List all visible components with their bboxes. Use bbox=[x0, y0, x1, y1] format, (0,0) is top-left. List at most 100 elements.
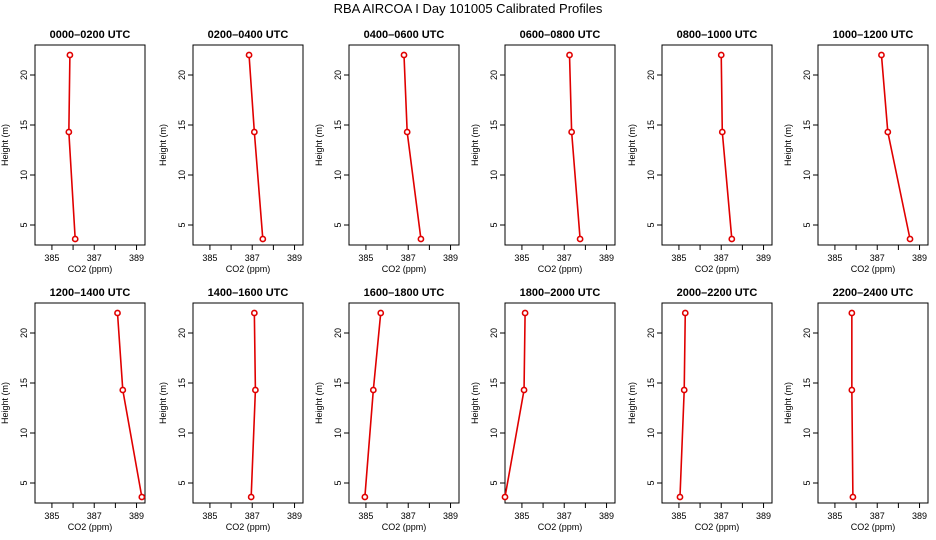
x-tick-label: 387 bbox=[87, 253, 102, 263]
plot-frame bbox=[817, 44, 929, 246]
y-tick-label: 10 bbox=[333, 428, 343, 438]
x-tick-label: 385 bbox=[358, 253, 373, 263]
data-point bbox=[259, 235, 267, 243]
x-tick-label: 385 bbox=[671, 253, 686, 263]
y-axis-label: Height (m) bbox=[314, 124, 324, 166]
y-axis-label: Height (m) bbox=[0, 382, 10, 424]
y-tick-label: 10 bbox=[177, 428, 187, 438]
y-tick-label: 20 bbox=[333, 328, 343, 338]
data-point bbox=[717, 51, 725, 59]
x-axis-label: CO2 (ppm) bbox=[538, 264, 583, 274]
y-tick-label: 10 bbox=[646, 170, 656, 180]
y-tick-label: 15 bbox=[802, 120, 812, 130]
x-axis-label: CO2 (ppm) bbox=[226, 522, 271, 532]
series-line bbox=[504, 312, 526, 498]
data-point bbox=[849, 493, 857, 501]
y-tick-label: 10 bbox=[19, 170, 29, 180]
y-tick-label: 20 bbox=[333, 70, 343, 80]
plot-frame bbox=[34, 44, 146, 246]
y-tick-label: 5 bbox=[802, 222, 812, 227]
data-point bbox=[521, 309, 529, 317]
plot-frame bbox=[504, 302, 616, 504]
panel-title: 0200–0400 UTC bbox=[208, 29, 289, 41]
data-point bbox=[681, 309, 689, 317]
y-axis-label: Height (m) bbox=[783, 382, 793, 424]
y-tick-label: 15 bbox=[489, 120, 499, 130]
y-tick-label: 15 bbox=[646, 120, 656, 130]
x-tick-label: 385 bbox=[514, 511, 529, 521]
x-tick-label: 385 bbox=[202, 511, 217, 521]
y-tick-label: 15 bbox=[646, 378, 656, 388]
x-tick-label: 385 bbox=[671, 511, 686, 521]
x-axis-label: CO2 (ppm) bbox=[382, 522, 427, 532]
panel-title: 2200–2400 UTC bbox=[833, 287, 914, 299]
data-point bbox=[71, 235, 79, 243]
data-point bbox=[245, 51, 253, 59]
data-point bbox=[878, 51, 885, 59]
panel-title: 1800–2000 UTC bbox=[520, 287, 601, 299]
x-tick-label: 389 bbox=[443, 253, 458, 263]
y-tick-label: 20 bbox=[489, 328, 499, 338]
x-tick-label: 387 bbox=[401, 253, 416, 263]
x-tick-label: 389 bbox=[599, 253, 614, 263]
data-point bbox=[403, 128, 411, 136]
y-tick-label: 5 bbox=[333, 222, 343, 227]
series-line bbox=[403, 54, 422, 240]
data-point bbox=[568, 128, 576, 136]
x-tick-label: 389 bbox=[756, 511, 771, 521]
x-tick-label: 387 bbox=[714, 511, 729, 521]
data-point bbox=[884, 128, 892, 136]
y-tick-label: 15 bbox=[489, 378, 499, 388]
x-axis-label: CO2 (ppm) bbox=[68, 522, 113, 532]
y-tick-label: 15 bbox=[19, 120, 29, 130]
data-point bbox=[520, 386, 528, 394]
x-tick-label: 387 bbox=[557, 253, 572, 263]
chart-panel: 1200–1400 UTC 385 387 389 CO2 (ppm) 5 10 15 20 He… bbox=[0, 287, 146, 532]
data-point bbox=[848, 386, 856, 394]
y-axis-label: Height (m) bbox=[158, 124, 168, 166]
x-tick-label: 387 bbox=[245, 253, 260, 263]
series-line bbox=[250, 312, 257, 498]
series-line bbox=[68, 54, 76, 240]
x-axis-label: CO2 (ppm) bbox=[851, 522, 896, 532]
data-point bbox=[718, 128, 726, 136]
data-point bbox=[501, 493, 509, 501]
x-tick-label: 389 bbox=[756, 253, 771, 263]
y-tick-label: 20 bbox=[177, 328, 187, 338]
data-point bbox=[566, 51, 573, 59]
y-tick-label: 5 bbox=[646, 222, 656, 227]
y-tick-label: 10 bbox=[489, 428, 499, 438]
x-tick-label: 385 bbox=[827, 253, 842, 263]
x-tick-label: 387 bbox=[245, 511, 260, 521]
x-tick-label: 387 bbox=[870, 253, 885, 263]
y-tick-label: 20 bbox=[646, 328, 656, 338]
y-tick-label: 5 bbox=[177, 480, 187, 485]
panel-title: 0800–1000 UTC bbox=[677, 29, 758, 41]
y-tick-label: 10 bbox=[802, 428, 812, 438]
data-point bbox=[576, 235, 584, 243]
series-line bbox=[248, 54, 264, 240]
x-tick-label: 389 bbox=[912, 511, 927, 521]
series-line bbox=[568, 54, 581, 240]
y-tick-label: 10 bbox=[177, 170, 187, 180]
y-axis-label: Height (m) bbox=[470, 124, 480, 166]
y-axis-label: Height (m) bbox=[783, 124, 793, 166]
data-point bbox=[417, 235, 425, 243]
x-tick-label: 389 bbox=[287, 511, 302, 521]
data-point bbox=[848, 309, 856, 317]
data-point bbox=[369, 386, 377, 394]
y-tick-label: 20 bbox=[802, 328, 812, 338]
x-tick-label: 387 bbox=[557, 511, 572, 521]
panel-title: 1400–1600 UTC bbox=[208, 287, 289, 299]
plot-frame bbox=[661, 44, 773, 246]
x-tick-label: 385 bbox=[358, 511, 373, 521]
y-tick-label: 5 bbox=[802, 480, 812, 485]
data-point bbox=[65, 128, 73, 136]
x-tick-label: 389 bbox=[129, 253, 144, 263]
data-point bbox=[377, 309, 385, 317]
y-axis-label: Height (m) bbox=[314, 382, 324, 424]
x-tick-label: 385 bbox=[827, 511, 842, 521]
chart-panel: 0000–0200 UTC 385 387 389 CO2 (ppm) 5 10 15 20 He… bbox=[0, 29, 146, 274]
y-tick-label: 5 bbox=[333, 480, 343, 485]
x-tick-label: 389 bbox=[912, 253, 927, 263]
